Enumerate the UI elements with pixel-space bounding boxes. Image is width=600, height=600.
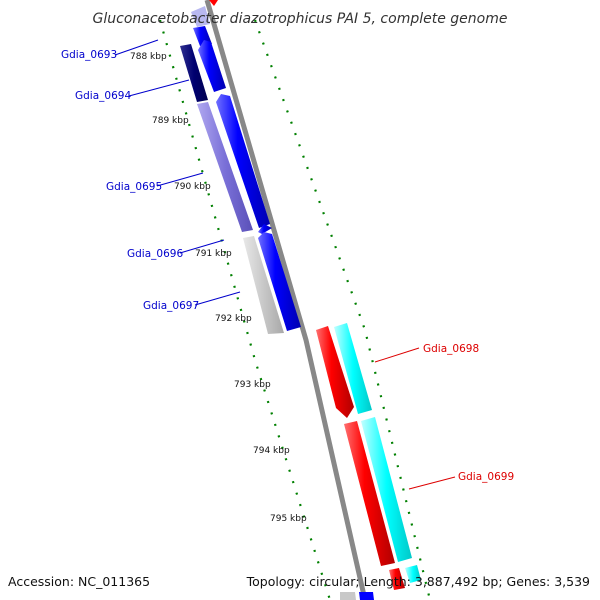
gene-label-gdia-0693[interactable]: Gdia_0693: [61, 49, 117, 61]
gene-arrow-bottom-gray: [340, 592, 356, 600]
tick-label-789: 789 kbp: [152, 116, 189, 126]
gc-track-outer: [253, 19, 432, 600]
tick-label-788: 788 kbp: [130, 52, 167, 62]
gene-block-gdia-0693-feature: [180, 44, 208, 102]
leader-gdia-0698: [374, 347, 420, 363]
gene-arrow-gdia-0695: [216, 94, 270, 228]
leader-gdia-0694: [128, 79, 190, 97]
tick-label-795: 795 kbp: [270, 514, 307, 524]
tick-label-791: 791 kbp: [195, 249, 232, 259]
gene-arrow-top-partial: [191, 6, 210, 27]
leader-gdia-0699: [408, 476, 456, 490]
gene-arrow-gdia-0696-small: [258, 224, 272, 234]
gene-block-gdia-0697-feature: [243, 236, 284, 334]
gene-label-gdia-0695[interactable]: Gdia_0695: [106, 181, 162, 193]
gene-label-gdia-0696[interactable]: Gdia_0696: [127, 248, 183, 260]
tick-label-793: 793 kbp: [234, 380, 271, 390]
gene-arrow-bottom-partial-red: [389, 568, 405, 590]
gene-arrow-top-partial-red: [209, 0, 218, 6]
gene-label-gdia-0697[interactable]: Gdia_0697: [143, 300, 199, 312]
gene-arrow-gdia-0697: [258, 232, 301, 331]
gene-arrow-gdia-0694: [198, 40, 226, 92]
genome-backbone: [204, 0, 368, 600]
gene-arrow-gdia-0698: [316, 326, 354, 418]
accession-text: Accession: NC_011365: [8, 574, 150, 589]
leader-gdia-0697: [194, 291, 241, 306]
leader-gdia-0695: [156, 172, 204, 187]
gene-block-bottom-partial-cyan: [405, 565, 421, 583]
tick-label-790: 790 kbp: [174, 182, 211, 192]
gene-label-gdia-0699[interactable]: Gdia_0699: [458, 471, 514, 483]
gene-arrow-bottom-blue: [359, 592, 374, 600]
gene-block-gdia-0698-feature: [334, 323, 372, 414]
map-title: Gluconacetobacter diazotrophicus PAI 5, …: [93, 11, 508, 27]
gene-arrow-gdia-0699: [344, 421, 395, 566]
gene-label-gdia-0698[interactable]: Gdia_0698: [423, 343, 479, 355]
gene-block-gdia-0695-feature: [197, 102, 253, 232]
gene-label-gdia-0694[interactable]: Gdia_0694: [75, 90, 131, 102]
leader-gdia-0693: [114, 39, 159, 56]
genome-summary-text: Topology: circular; Length: 3,887,492 bp…: [246, 574, 590, 589]
tick-label-794: 794 kbp: [253, 446, 290, 456]
gene-block-gdia-0699-feature: [361, 417, 412, 562]
leader-gdia-0696: [179, 239, 225, 254]
tick-label-792: 792 kbp: [215, 314, 252, 324]
